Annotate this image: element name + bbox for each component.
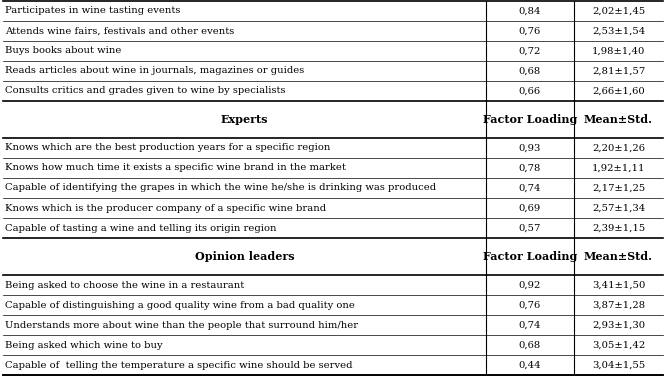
Text: Factor Loading: Factor Loading: [483, 251, 577, 262]
Text: Knows which are the best production years for a specific region: Knows which are the best production year…: [5, 144, 331, 152]
Text: 0,74: 0,74: [519, 183, 541, 193]
Text: 0,72: 0,72: [519, 46, 541, 55]
Text: 0,68: 0,68: [519, 66, 541, 75]
Text: Capable of distinguishing a good quality wine from a bad quality one: Capable of distinguishing a good quality…: [5, 301, 355, 310]
Text: 0,69: 0,69: [519, 203, 541, 212]
Text: Capable of  telling the temperature a specific wine should be served: Capable of telling the temperature a spe…: [5, 361, 353, 370]
Text: Experts: Experts: [220, 114, 268, 125]
Text: 3,04±1,55: 3,04±1,55: [592, 361, 645, 370]
Text: Opinion leaders: Opinion leaders: [195, 251, 294, 262]
Text: 2,66±1,60: 2,66±1,60: [592, 86, 645, 96]
Text: 0,84: 0,84: [519, 6, 541, 15]
Text: 1,92±1,11: 1,92±1,11: [592, 164, 645, 173]
Text: 0,57: 0,57: [519, 224, 541, 232]
Text: 0,78: 0,78: [519, 164, 541, 173]
Text: 2,20±1,26: 2,20±1,26: [592, 144, 645, 152]
Text: Being asked which wine to buy: Being asked which wine to buy: [5, 341, 163, 350]
Text: Attends wine fairs, festivals and other events: Attends wine fairs, festivals and other …: [5, 26, 234, 35]
Text: Capable of identifying the grapes in which the wine he/she is drinking was produ: Capable of identifying the grapes in whi…: [5, 183, 436, 193]
Text: 2,02±1,45: 2,02±1,45: [592, 6, 645, 15]
Text: 1,98±1,40: 1,98±1,40: [592, 46, 645, 55]
Text: 0,76: 0,76: [519, 26, 541, 35]
Text: 0,76: 0,76: [519, 301, 541, 310]
Text: Understands more about wine than the people that surround him/her: Understands more about wine than the peo…: [5, 321, 359, 330]
Text: 2,57±1,34: 2,57±1,34: [592, 203, 645, 212]
Text: 0,68: 0,68: [519, 341, 541, 350]
Text: 0,92: 0,92: [519, 280, 541, 290]
Text: Mean±Std.: Mean±Std.: [584, 251, 653, 262]
Text: 3,05±1,42: 3,05±1,42: [592, 341, 645, 350]
Text: 2,39±1,15: 2,39±1,15: [592, 224, 645, 232]
Text: Consults critics and grades given to wine by specialists: Consults critics and grades given to win…: [5, 86, 286, 96]
Text: 3,41±1,50: 3,41±1,50: [592, 280, 645, 290]
Text: 2,17±1,25: 2,17±1,25: [592, 183, 645, 193]
Text: 0,66: 0,66: [519, 86, 541, 96]
Text: 2,81±1,57: 2,81±1,57: [592, 66, 645, 75]
Text: Mean±Std.: Mean±Std.: [584, 114, 653, 125]
Text: Factor Loading: Factor Loading: [483, 114, 577, 125]
Text: 2,93±1,30: 2,93±1,30: [592, 321, 645, 330]
Text: Knows how much time it exists a specific wine brand in the market: Knows how much time it exists a specific…: [5, 164, 346, 173]
Text: 0,74: 0,74: [519, 321, 541, 330]
Text: Knows which is the producer company of a specific wine brand: Knows which is the producer company of a…: [5, 203, 327, 212]
Text: 3,87±1,28: 3,87±1,28: [592, 301, 645, 310]
Text: 0,93: 0,93: [519, 144, 541, 152]
Text: Participates in wine tasting events: Participates in wine tasting events: [5, 6, 181, 15]
Text: 2,53±1,54: 2,53±1,54: [592, 26, 645, 35]
Text: Reads articles about wine in journals, magazines or guides: Reads articles about wine in journals, m…: [5, 66, 305, 75]
Text: Being asked to choose the wine in a restaurant: Being asked to choose the wine in a rest…: [5, 280, 244, 290]
Text: Capable of tasting a wine and telling its origin region: Capable of tasting a wine and telling it…: [5, 224, 277, 232]
Text: 0,44: 0,44: [519, 361, 541, 370]
Text: Buys books about wine: Buys books about wine: [5, 46, 122, 55]
